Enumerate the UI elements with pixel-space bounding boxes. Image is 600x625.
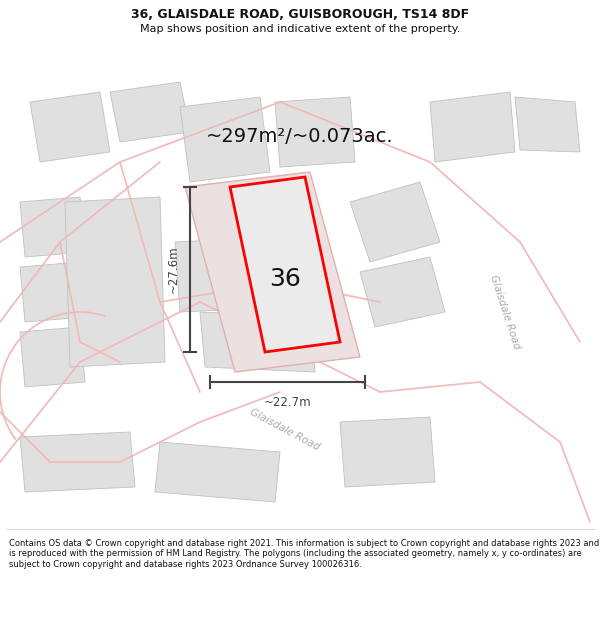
Text: Map shows position and indicative extent of the property.: Map shows position and indicative extent… [140, 24, 460, 34]
Polygon shape [180, 97, 270, 182]
Polygon shape [350, 182, 440, 262]
Text: Glaisdale Road: Glaisdale Road [248, 408, 322, 452]
Text: Contains OS data © Crown copyright and database right 2021. This information is : Contains OS data © Crown copyright and d… [9, 539, 599, 569]
Polygon shape [230, 177, 340, 352]
Text: 36: 36 [269, 268, 301, 291]
Text: ~297m²/~0.073ac.: ~297m²/~0.073ac. [206, 127, 394, 146]
Polygon shape [430, 92, 515, 162]
Text: ~27.6m: ~27.6m [167, 246, 180, 293]
Polygon shape [65, 197, 165, 367]
Polygon shape [155, 442, 280, 502]
Polygon shape [175, 237, 285, 312]
Polygon shape [360, 257, 445, 327]
Polygon shape [20, 327, 85, 387]
Polygon shape [275, 97, 355, 167]
Polygon shape [515, 97, 580, 152]
Polygon shape [110, 82, 190, 142]
Text: 36, GLAISDALE ROAD, GUISBOROUGH, TS14 8DF: 36, GLAISDALE ROAD, GUISBOROUGH, TS14 8D… [131, 8, 469, 21]
Polygon shape [30, 92, 110, 162]
Polygon shape [20, 262, 85, 322]
Polygon shape [340, 417, 435, 487]
Polygon shape [200, 312, 315, 372]
Polygon shape [185, 172, 360, 372]
Polygon shape [20, 197, 85, 257]
Text: ~22.7m: ~22.7m [263, 396, 311, 409]
Text: Glaisdale Road: Glaisdale Road [488, 274, 522, 351]
Polygon shape [20, 432, 135, 492]
